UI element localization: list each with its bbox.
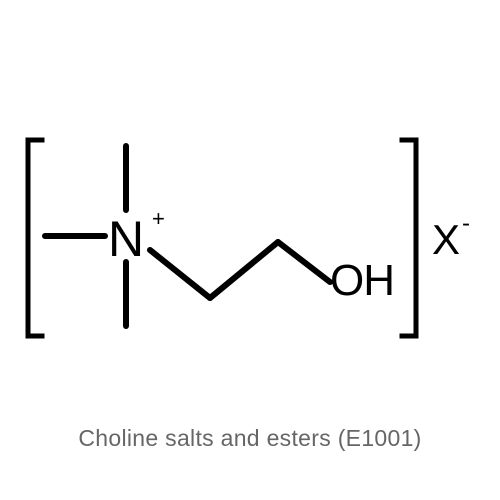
- counterion-label: X: [432, 216, 460, 264]
- figure-container: N + OH X - Choline salts and esters (E10…: [0, 0, 500, 500]
- nitrogen-atom-label: N: [108, 210, 144, 268]
- nitrogen-charge: +: [152, 206, 165, 232]
- counterion-charge: -: [462, 210, 470, 238]
- caption-text: Choline salts and esters (E1001): [0, 425, 500, 452]
- hydroxyl-label: OH: [330, 256, 394, 306]
